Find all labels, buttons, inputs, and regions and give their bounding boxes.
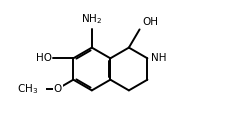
Text: NH$_2$: NH$_2$ (81, 12, 102, 26)
Text: CH$_3$: CH$_3$ (17, 82, 38, 96)
Text: NH: NH (151, 53, 166, 63)
Text: O: O (54, 84, 62, 94)
Text: HO: HO (36, 53, 52, 63)
Text: OH: OH (142, 17, 158, 27)
